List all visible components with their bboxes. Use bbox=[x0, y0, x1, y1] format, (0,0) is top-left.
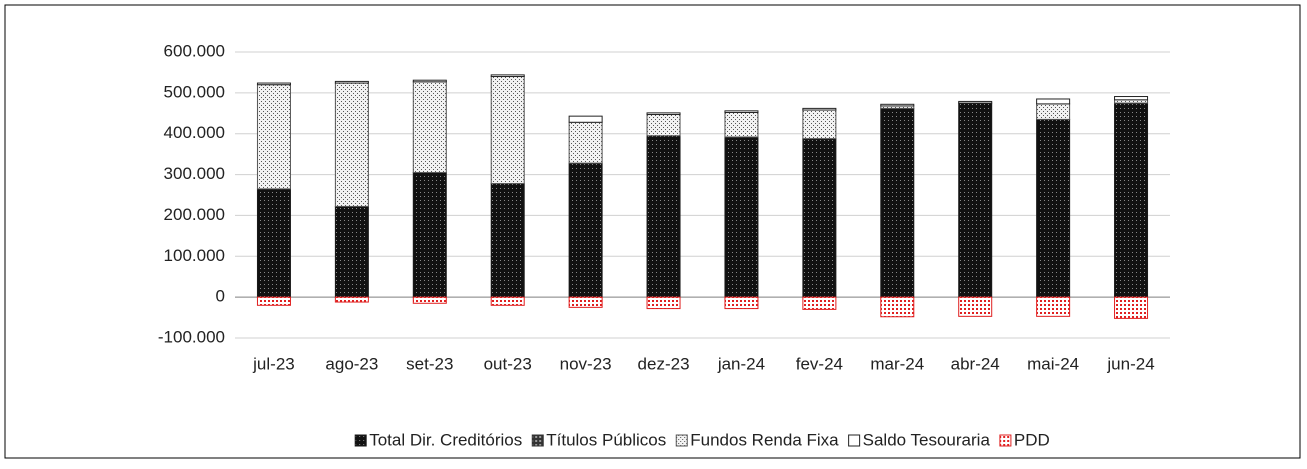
bar-segment bbox=[724, 296, 759, 310]
legend-swatch bbox=[999, 434, 1012, 447]
bar-segment bbox=[646, 135, 681, 298]
bar-segment bbox=[256, 296, 291, 306]
bar-segment bbox=[568, 115, 603, 123]
legend: Total Dir. Creditórios Títulos Públicos Fu… bbox=[354, 430, 1050, 449]
bar-segment bbox=[802, 296, 837, 310]
bar-segment bbox=[880, 103, 915, 107]
bar-segment bbox=[490, 76, 525, 185]
bar-segment bbox=[880, 107, 915, 298]
bar-segment bbox=[256, 82, 291, 86]
bar-segment bbox=[490, 296, 525, 306]
x-tick-label: jul-23 bbox=[252, 354, 295, 373]
bar-segment bbox=[256, 84, 291, 190]
bar-segment bbox=[412, 296, 447, 304]
x-tick-label: jan-24 bbox=[717, 354, 765, 373]
bar-segment bbox=[646, 114, 681, 137]
legend-swatch bbox=[675, 434, 688, 447]
x-tick-label: set-23 bbox=[406, 354, 453, 373]
bar-segment bbox=[412, 81, 447, 174]
bar-segment bbox=[490, 183, 525, 298]
legend-swatch bbox=[531, 434, 544, 447]
x-tick-label: nov-23 bbox=[560, 354, 612, 373]
bar-segment bbox=[724, 110, 759, 113]
bar-segment bbox=[646, 112, 681, 116]
bar-segment bbox=[724, 136, 759, 298]
x-tick-label: ago-23 bbox=[325, 354, 378, 373]
bar-segment bbox=[802, 107, 837, 111]
x-tick-label: out-23 bbox=[484, 354, 532, 373]
bar-segment bbox=[412, 79, 447, 83]
x-tick-label: mai-24 bbox=[1027, 354, 1079, 373]
bar-segment bbox=[334, 80, 369, 84]
bar-segment bbox=[1114, 102, 1149, 298]
bar-segment bbox=[334, 205, 369, 298]
legend-swatch bbox=[354, 434, 367, 447]
y-tick-label: 600.000 bbox=[164, 41, 225, 60]
x-tick-label: fev-24 bbox=[796, 354, 843, 373]
y-tick-label: -100.000 bbox=[158, 327, 225, 346]
x-tick-label: mar-24 bbox=[870, 354, 924, 373]
x-tick-label: jun-24 bbox=[1106, 354, 1154, 373]
bar-segment bbox=[958, 100, 993, 104]
bar-segment bbox=[1036, 296, 1071, 317]
y-tick-label: 300.000 bbox=[164, 164, 225, 183]
bar-segment bbox=[958, 296, 993, 317]
bar-segment bbox=[568, 121, 603, 164]
bar-segment bbox=[1114, 96, 1149, 101]
legend-label: Títulos Públicos bbox=[546, 430, 666, 449]
bar-segment bbox=[1036, 98, 1071, 105]
y-tick-label: 0 bbox=[216, 287, 225, 306]
bar-segment bbox=[334, 296, 369, 303]
bar-segment bbox=[802, 138, 837, 298]
y-tick-label: 100.000 bbox=[164, 246, 225, 265]
y-tick-label: 200.000 bbox=[164, 205, 225, 224]
legend-label: Fundos Renda Fixa bbox=[690, 430, 839, 449]
bar-segment bbox=[1114, 296, 1149, 319]
bar-segment bbox=[646, 296, 681, 310]
y-tick-label: 500.000 bbox=[164, 82, 225, 101]
bar-segment bbox=[256, 188, 291, 298]
y-tick-label: 400.000 bbox=[164, 123, 225, 142]
bar-segment bbox=[880, 296, 915, 318]
legend-label: Total Dir. Creditórios bbox=[369, 430, 522, 449]
bar-segment bbox=[412, 172, 447, 298]
x-tick-label: abr-24 bbox=[951, 354, 1000, 373]
x-tick-label: dez-23 bbox=[638, 354, 690, 373]
bar-segment bbox=[1036, 103, 1071, 120]
legend-label: PDD bbox=[1014, 430, 1050, 449]
legend-swatch bbox=[848, 434, 861, 447]
legend-label: Saldo Tesouraria bbox=[863, 430, 991, 449]
bar-segment bbox=[334, 82, 369, 207]
bar-segment bbox=[724, 111, 759, 138]
bar-segment bbox=[568, 162, 603, 298]
bar-segment bbox=[1036, 118, 1071, 298]
bar-segment bbox=[958, 102, 993, 298]
bar-segment bbox=[802, 109, 837, 140]
bar-segment bbox=[568, 296, 603, 308]
bar-segment bbox=[490, 74, 525, 78]
